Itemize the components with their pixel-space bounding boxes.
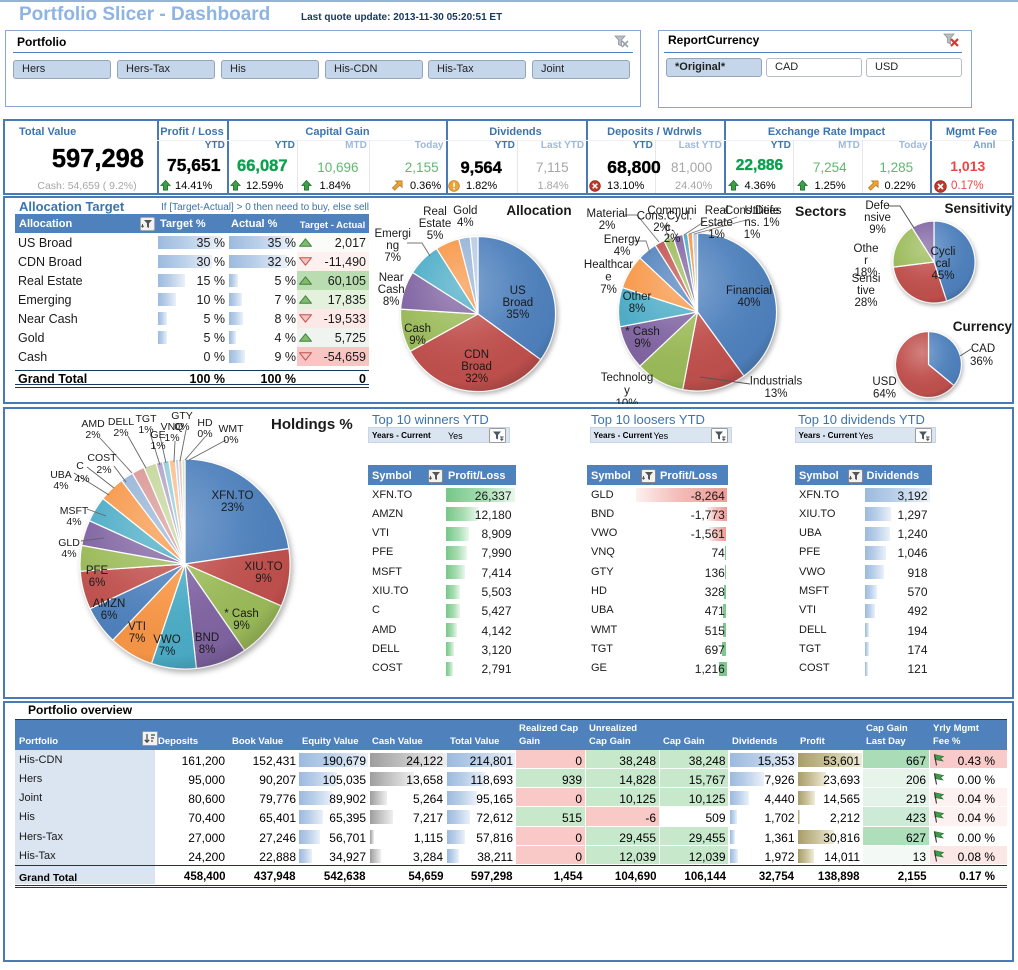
svg-text:GE1%: GE 1% <box>150 429 165 452</box>
svg-text:Cons.Cycl.: Cons.Cycl. <box>637 211 693 223</box>
svg-text:1%: 1% <box>708 229 725 241</box>
svg-text:COST: COST <box>87 452 117 464</box>
svg-text:XIU.TO9%: XIU.TO 9% <box>244 561 282 585</box>
svg-text:36%: 36% <box>970 356 993 368</box>
svg-text:HD0%: HD 0% <box>197 417 213 440</box>
svg-text:c.: c. <box>665 222 674 234</box>
svg-text:Utilities: Utilities <box>744 205 781 217</box>
svg-text:Real: Real <box>705 205 729 217</box>
svg-text:2%: 2% <box>664 233 681 245</box>
svg-text:C: C <box>76 460 84 472</box>
svg-text:4%: 4% <box>74 473 89 485</box>
svg-text:2%: 2% <box>96 464 111 476</box>
svg-text:Communi: Communi <box>647 205 696 217</box>
svg-text:CAD: CAD <box>971 343 995 355</box>
svg-text:1%: 1% <box>744 229 761 241</box>
svg-text:ns. 1%: ns. 1% <box>744 217 779 229</box>
svg-text:Estate: Estate <box>700 217 733 229</box>
svg-text:Cons.Defe: Cons.Defe <box>725 205 779 217</box>
svg-text:2%: 2% <box>653 222 670 234</box>
